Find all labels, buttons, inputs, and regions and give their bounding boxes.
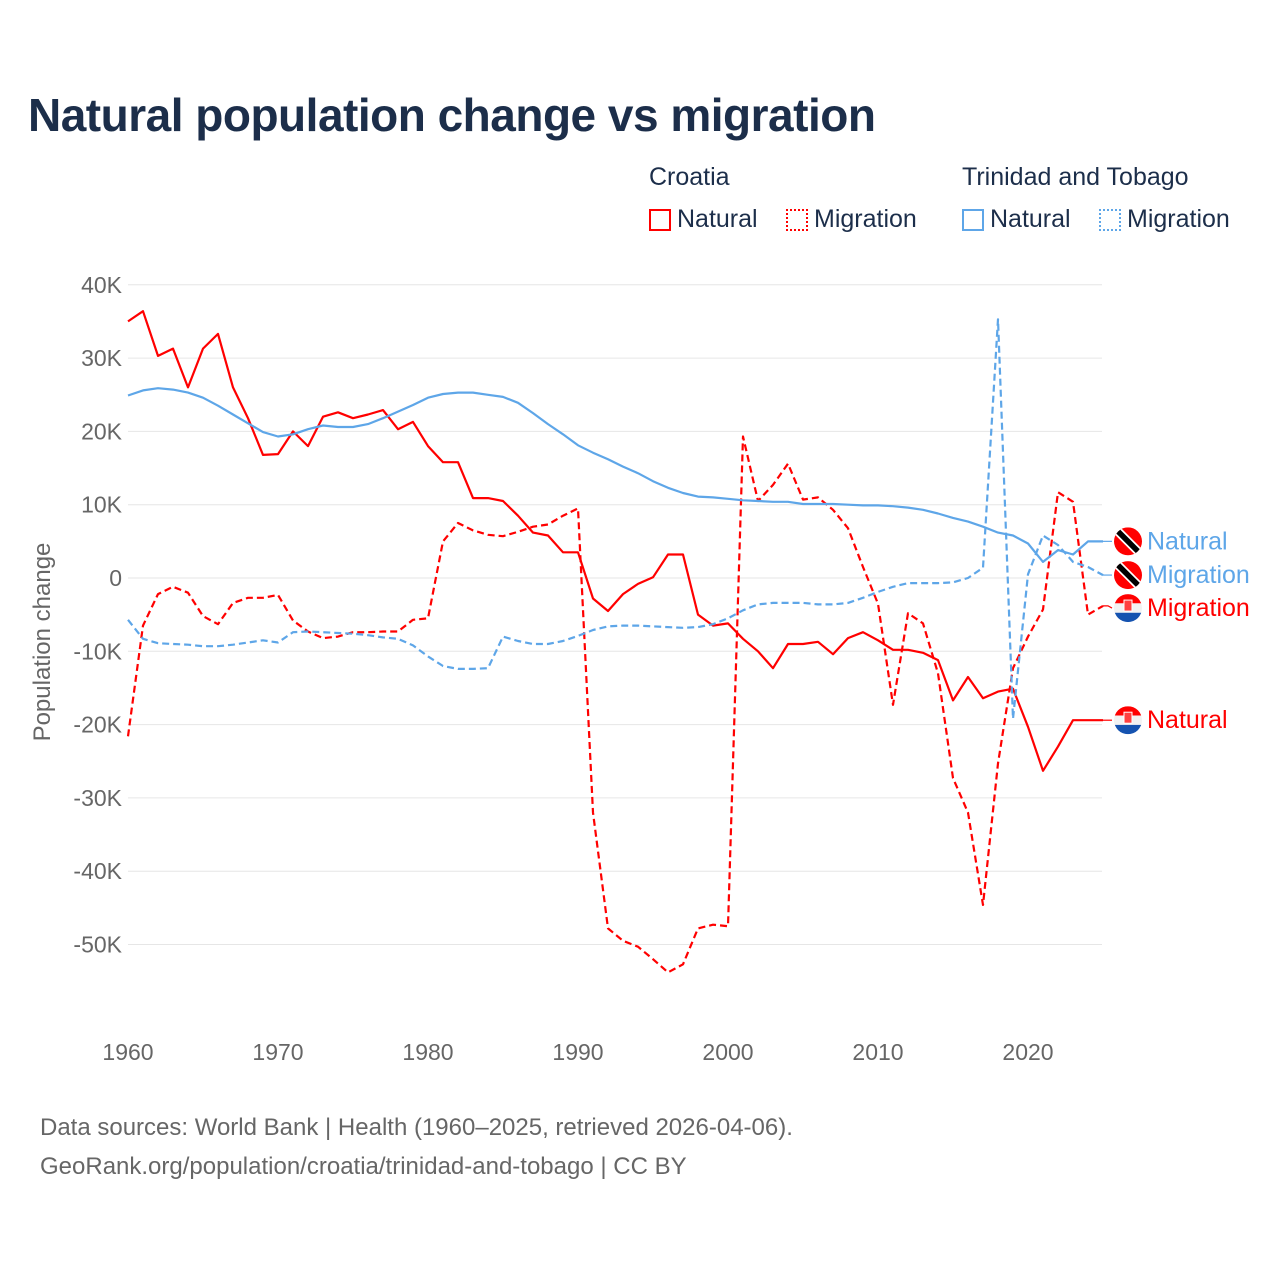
- footer-link[interactable]: GeoRank.org/population/croatia/trinidad-…: [40, 1153, 687, 1180]
- dotted-swatch-icon: [786, 208, 808, 231]
- y-tick-label: -30K: [73, 785, 122, 811]
- legend-group-trinidad: Trinidad and Tobago: [962, 163, 1189, 191]
- series-line-trinidad-and-tobago-migration: [127, 318, 1104, 720]
- dotted-swatch-icon: [1099, 208, 1121, 231]
- x-tick-label: 1980: [402, 1039, 453, 1065]
- legend-label: Migration: [814, 205, 917, 233]
- legend-tt-natural[interactable]: Natural: [962, 205, 1071, 234]
- x-tick-label: 1960: [102, 1039, 153, 1065]
- end-label-trinidad-and-tobago-migration: Migration: [1147, 561, 1250, 589]
- series-line-trinidad-and-tobago-natural: [127, 387, 1103, 564]
- trinidad-flag-icon: [1114, 527, 1142, 556]
- y-tick-label: 20K: [81, 418, 123, 444]
- legend-label: Natural: [677, 205, 758, 233]
- croatia-flag-icon: [1114, 594, 1142, 623]
- trinidad-flag-icon: [1114, 561, 1142, 590]
- footer: Data sources: World Bank | Health (1960–…: [40, 1108, 793, 1186]
- y-axis-label: Population change: [29, 543, 56, 742]
- legend-label: Migration: [1127, 205, 1230, 233]
- legend-croatia-natural[interactable]: Natural: [649, 205, 758, 234]
- x-tick-label: 1970: [252, 1039, 303, 1065]
- x-tick-label: 2000: [702, 1039, 753, 1065]
- chart-title: Natural population change vs migration: [28, 89, 876, 141]
- y-tick-label: 10K: [81, 492, 123, 518]
- series-line-croatia-migration: [126, 435, 1104, 974]
- end-label-trinidad-and-tobago-natural: Natural: [1147, 527, 1228, 555]
- end-label-croatia-natural: Natural: [1147, 706, 1228, 734]
- solid-swatch-icon: [962, 208, 984, 231]
- footer-sources: Data sources: World Bank | Health (1960–…: [40, 1114, 793, 1141]
- y-tick-label: -20K: [73, 712, 122, 738]
- x-tick-label: 1990: [552, 1039, 603, 1065]
- y-tick-label: -50K: [73, 932, 122, 958]
- y-tick-label: -40K: [73, 858, 122, 884]
- x-tick-label: 2010: [852, 1039, 903, 1065]
- legend-label: Natural: [990, 205, 1071, 233]
- legend-tt-migration[interactable]: Migration: [1099, 205, 1230, 234]
- croatia-flag-icon: [1114, 706, 1142, 735]
- y-tick-label: 40K: [81, 272, 123, 298]
- legend-croatia-migration[interactable]: Migration: [786, 205, 917, 234]
- x-tick-label: 2020: [1002, 1039, 1053, 1065]
- legend-group-croatia: Croatia: [649, 163, 730, 191]
- y-tick-label: -10K: [73, 638, 122, 664]
- solid-swatch-icon: [649, 208, 671, 231]
- series-line-croatia-natural: [127, 310, 1103, 772]
- end-label-croatia-migration: Migration: [1147, 594, 1250, 622]
- y-tick-label: 0: [109, 565, 122, 591]
- label-leader-line: [1103, 605, 1113, 609]
- y-tick-label: 30K: [81, 345, 123, 371]
